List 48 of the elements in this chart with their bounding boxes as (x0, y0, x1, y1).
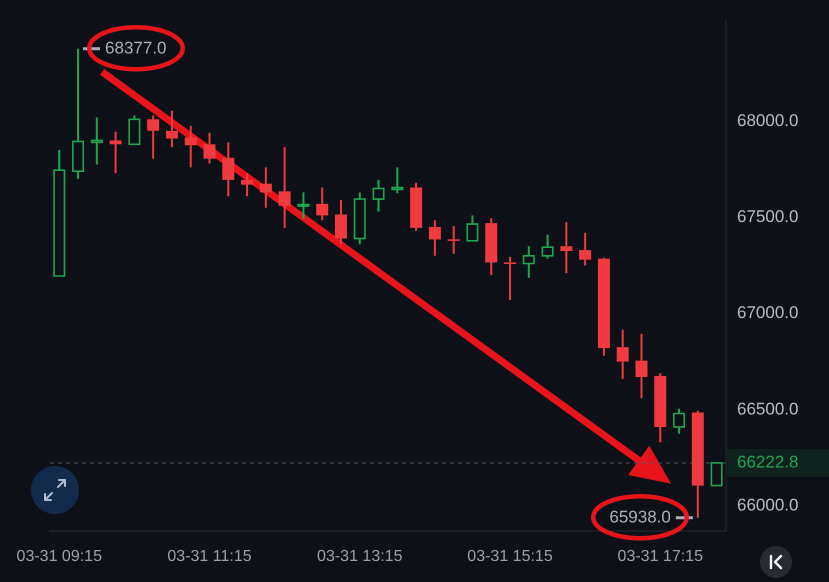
candlestick (635, 332, 648, 400)
candlestick (504, 256, 516, 302)
candlestick (110, 130, 122, 174)
candlestick (241, 172, 254, 198)
candlestick (72, 48, 84, 180)
candlestick (147, 114, 160, 160)
candlestick (598, 256, 610, 357)
x-tick-label: 03-31 15:15 (467, 548, 553, 565)
candlestick (692, 410, 704, 519)
candlestick (522, 245, 535, 279)
candlestick (53, 149, 66, 277)
candlestick (673, 408, 686, 435)
candlestick (297, 191, 310, 220)
candlestick (90, 116, 103, 166)
x-tick-label: 03-31 17:15 (618, 548, 704, 565)
candlestick (166, 110, 178, 148)
ref-line-label: 66222.8 (737, 452, 798, 472)
candlestick (616, 328, 629, 380)
annotation: 68377.0 (105, 38, 166, 58)
y-tick-label: 66500.0 (737, 399, 798, 418)
candlestick (448, 225, 460, 255)
candlestick (654, 372, 666, 444)
y-tick-label: 68000.0 (737, 110, 798, 130)
candlestick (372, 178, 385, 213)
candlestick (710, 462, 723, 486)
candlestick (466, 214, 478, 242)
y-tick-label: 67500.0 (737, 207, 798, 226)
annotation: 65938.0 (609, 507, 671, 526)
candlestick (410, 182, 422, 232)
candlestick (316, 186, 328, 222)
y-tick-label: 67000.0 (737, 303, 798, 322)
x-tick-label: 03-31 09:15 (16, 548, 102, 565)
candlestick (560, 221, 572, 274)
candlestick (579, 232, 592, 266)
x-tick-label: 03-31 11:15 (167, 548, 252, 565)
candlestick (184, 125, 197, 168)
candlestick (354, 191, 366, 246)
candlestick (260, 166, 272, 209)
candlestick (334, 199, 347, 246)
x-tick-label: 03-31 13:15 (317, 548, 403, 565)
y-tick-label: 66000.0 (737, 495, 798, 514)
candlestick (428, 219, 441, 257)
candlestick (204, 132, 216, 165)
candlestick (542, 234, 554, 260)
candlestick (222, 141, 234, 198)
candlestick (278, 146, 291, 229)
candlestick (391, 166, 404, 194)
candlestick (485, 217, 498, 276)
